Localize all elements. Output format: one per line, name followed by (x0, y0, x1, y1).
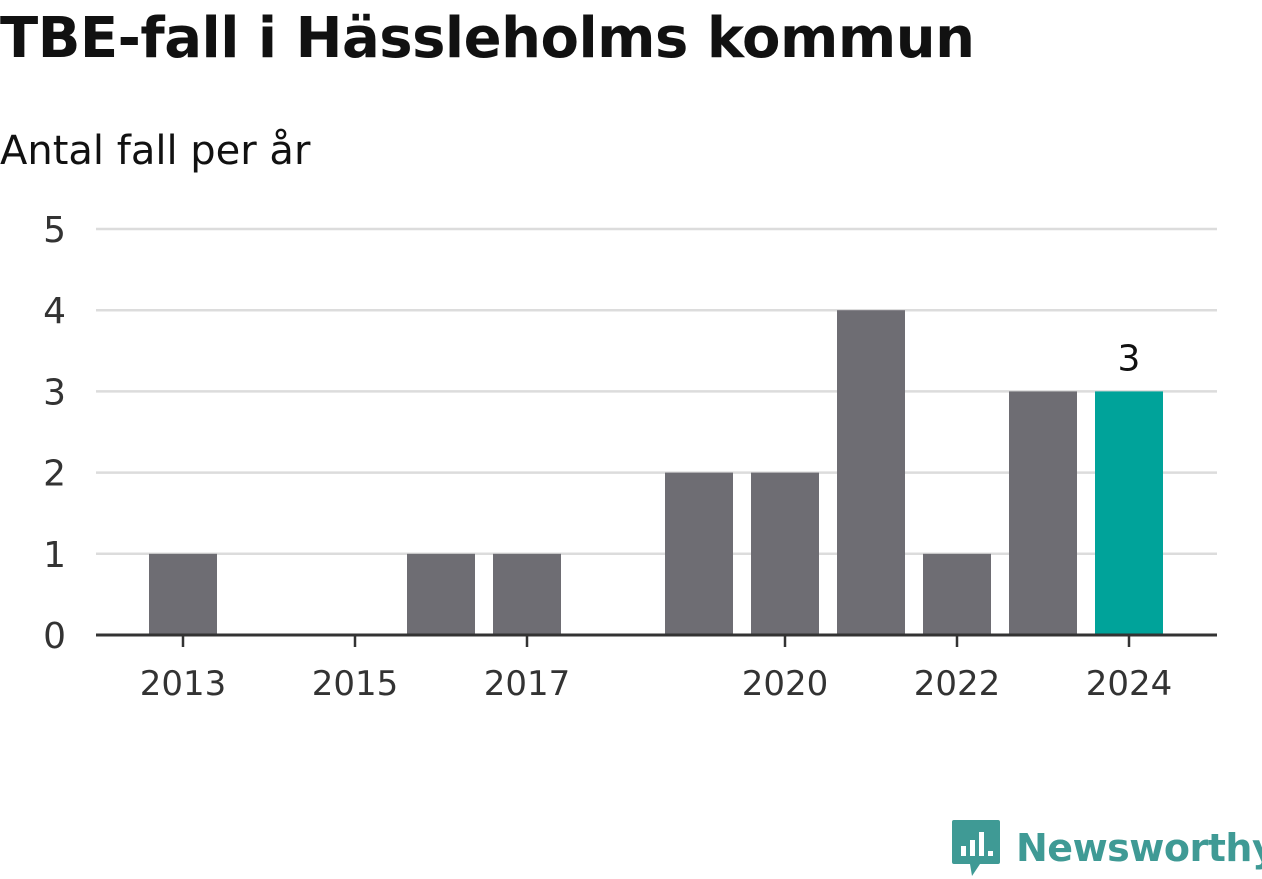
y-tick-label-1: 1 (43, 535, 66, 576)
y-tick-label-4: 4 (43, 291, 66, 332)
y-tick-label-2: 2 (43, 454, 66, 495)
bar-2023 (1009, 391, 1077, 635)
brand-name: Newsworthy (1016, 826, 1262, 870)
data-label-2024: 3 (1118, 338, 1141, 379)
chart-subtitle: Antal fall per år (0, 128, 311, 174)
data-labels: 3 (1118, 338, 1141, 379)
x-tick-label-2020: 2020 (742, 664, 829, 704)
bars (149, 310, 1163, 635)
x-tick-label-2024: 2024 (1086, 664, 1173, 704)
bar-2022 (923, 553, 991, 635)
y-tick-label-5: 5 (43, 210, 66, 251)
bar-2013 (149, 553, 217, 635)
bar-2017 (493, 553, 561, 635)
y-tick-label-0: 0 (43, 616, 66, 657)
x-tick-label-2022: 2022 (914, 664, 1001, 704)
x-tick-label-2015: 2015 (312, 664, 399, 704)
brand-logo: Newsworthy (950, 818, 1262, 878)
bar-2024 (1095, 391, 1163, 635)
y-tick-label-3: 3 (43, 372, 66, 413)
bar-2016 (407, 553, 475, 635)
x-axis-ticks: 2013 2015 2017 2020 2022 2024 (140, 635, 1173, 704)
x-tick-label-2013: 2013 (140, 664, 227, 704)
newsworthy-logo-icon (952, 820, 1000, 876)
bar-2019 (665, 472, 733, 635)
bar-2020 (751, 472, 819, 635)
y-axis-ticks: 0 1 2 3 4 5 (43, 210, 66, 657)
bar-2021 (837, 310, 905, 635)
x-tick-label-2017: 2017 (484, 664, 571, 704)
chart-title: TBE-fall i Hässleholms kommun (0, 6, 975, 71)
